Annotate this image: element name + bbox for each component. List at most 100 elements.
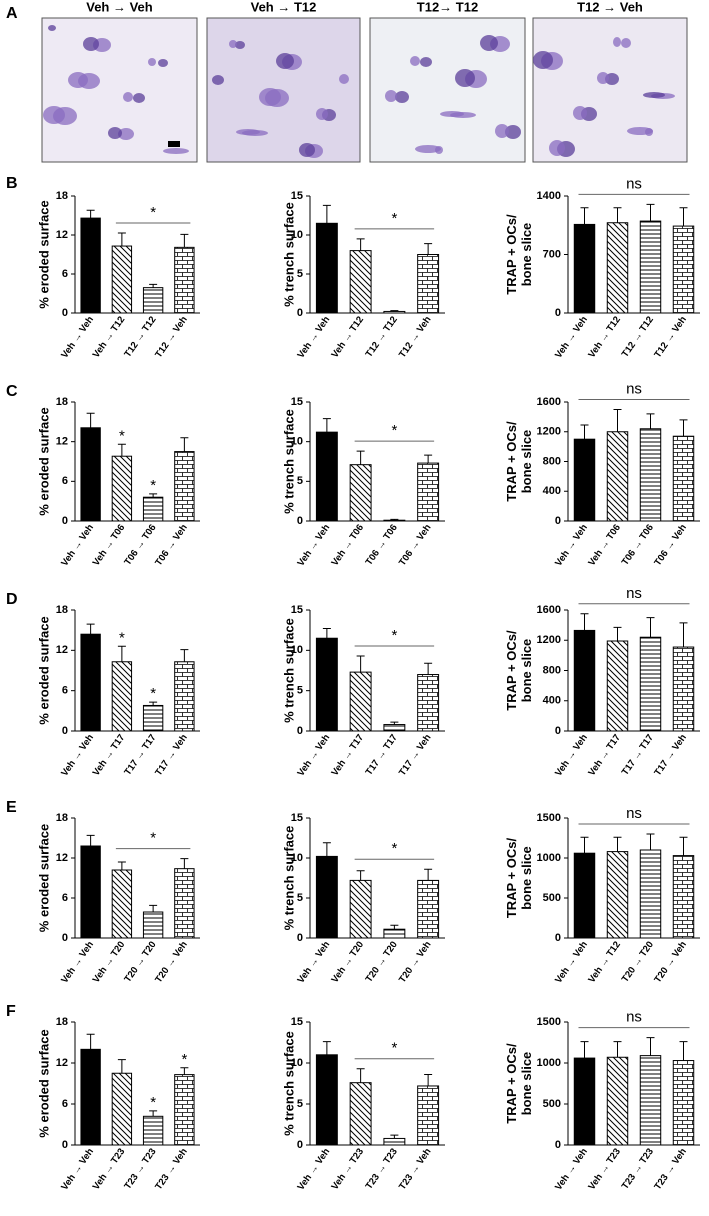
error-bar <box>679 836 688 856</box>
x-tick-label: Veh → Veh <box>553 314 590 360</box>
cell <box>420 57 432 67</box>
y-tick-label: 6 <box>62 475 68 487</box>
y-axis-label: bone slice <box>519 639 534 703</box>
x-tick-label: Veh → T23 <box>330 1146 367 1192</box>
x-tick-label: T20 → Veh <box>397 939 434 985</box>
error-bar <box>117 1059 126 1074</box>
y-tick-label: 18 <box>56 604 68 616</box>
error-bar <box>613 1041 622 1058</box>
y-tick-label: 15 <box>291 396 303 408</box>
bar <box>174 451 195 522</box>
image-title: T12→ T12 <box>417 0 478 14</box>
y-tick-label: 0 <box>62 515 68 527</box>
bar <box>174 868 195 939</box>
y-axis-label: % trench surface <box>281 618 296 723</box>
cell <box>236 129 260 135</box>
error-bar <box>390 721 399 725</box>
y-tick-label: 700 <box>543 248 561 260</box>
error-bar <box>322 842 331 857</box>
cell <box>48 25 56 31</box>
x-tick-label: Veh → T12 <box>586 939 623 985</box>
error-bar <box>86 1033 95 1050</box>
bar <box>349 1082 372 1146</box>
cell <box>163 148 189 154</box>
y-tick-label: 0 <box>62 932 68 944</box>
bar <box>80 217 101 314</box>
y-tick-label: 18 <box>56 396 68 408</box>
cell <box>495 124 509 138</box>
bar <box>639 849 662 939</box>
bar <box>383 724 406 732</box>
y-tick-label: 500 <box>543 1098 561 1110</box>
image-title: Veh → T12 <box>251 0 317 14</box>
micrograph <box>41 17 198 163</box>
significance-label: * <box>119 427 125 444</box>
y-tick-label: 15 <box>291 1016 303 1028</box>
x-tick-label: Veh → T12 <box>586 314 623 360</box>
significance-label: * <box>391 210 397 227</box>
panel-letter: A <box>6 5 18 22</box>
y-tick-label: 15 <box>291 190 303 202</box>
bar <box>672 225 695 314</box>
y-tick-label: 5 <box>297 685 303 697</box>
y-axis-label: TRAP + OCs/ <box>504 214 519 295</box>
y-axis-label: % eroded surface <box>36 407 51 515</box>
x-tick-label: T20 → Veh <box>153 939 190 985</box>
error-bar <box>86 834 95 846</box>
y-tick-label: 12 <box>56 852 68 864</box>
bar <box>349 879 372 939</box>
x-tick-label: T23 → Veh <box>397 1146 434 1192</box>
y-tick-label: 400 <box>543 485 561 497</box>
cell <box>43 106 65 124</box>
y-tick-label: 400 <box>543 695 561 707</box>
y-tick-label: 6 <box>62 1098 68 1110</box>
cell <box>455 69 475 87</box>
x-tick-label: T17 → Veh <box>652 732 689 778</box>
x-tick-label: T23 → T23 <box>364 1146 400 1191</box>
y-axis-label: % eroded surface <box>36 200 51 308</box>
y-tick-label: 5 <box>297 475 303 487</box>
bar <box>573 852 596 939</box>
image-title: T12 → Veh <box>577 0 643 14</box>
cell <box>549 140 565 156</box>
x-tick-label: T06 → Veh <box>397 522 434 568</box>
y-tick-label: 0 <box>297 1139 303 1151</box>
y-tick-label: 18 <box>56 1016 68 1028</box>
x-tick-label: T12 → T12 <box>620 314 656 359</box>
error-bar <box>117 232 126 247</box>
error-bar <box>646 617 655 638</box>
cell <box>133 93 145 103</box>
cell <box>480 35 498 51</box>
error-bar <box>424 454 433 464</box>
cell <box>259 88 281 106</box>
x-tick-label: Veh → T06 <box>586 522 623 568</box>
y-tick-label: 1500 <box>537 1016 561 1028</box>
significance-label: * <box>150 477 156 494</box>
y-tick-label: 0 <box>297 307 303 319</box>
bar <box>672 646 695 732</box>
y-axis-label: bone slice <box>519 223 534 287</box>
significance-label: * <box>391 1040 397 1057</box>
cell <box>627 127 653 135</box>
y-axis-label: % eroded surface <box>36 824 51 932</box>
x-tick-label: T12 → Veh <box>397 314 434 360</box>
y-axis-label: % eroded surface <box>36 1029 51 1137</box>
cell <box>148 58 156 66</box>
y-tick-label: 10 <box>291 1057 303 1069</box>
error-bar <box>180 1067 189 1075</box>
y-tick-label: 0 <box>62 725 68 737</box>
x-tick-label: Veh → Veh <box>295 1146 332 1192</box>
error-bar <box>149 283 158 288</box>
error-bar <box>356 238 365 251</box>
bar <box>639 1055 662 1146</box>
x-tick-label: Veh → T12 <box>330 314 367 360</box>
bar <box>606 851 629 939</box>
bar <box>639 636 662 732</box>
cell <box>415 145 441 153</box>
cell <box>229 40 237 48</box>
x-tick-label: T17 → T17 <box>364 732 400 777</box>
bar <box>142 496 164 522</box>
cell <box>123 92 133 102</box>
significance-label: * <box>150 204 156 221</box>
y-tick-label: 18 <box>56 812 68 824</box>
